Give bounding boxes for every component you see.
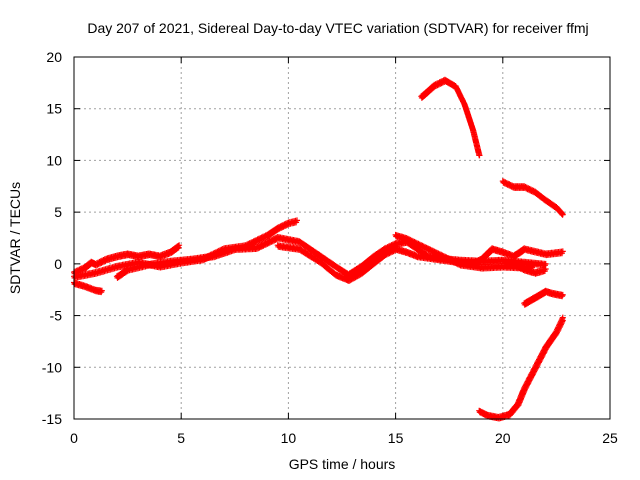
series-marks [499,178,566,218]
series-trace-k [476,314,566,422]
y-tick-labels: -15 -10 -5 0 5 10 15 20 [42,49,62,427]
y-tick-label: 10 [46,152,62,168]
series-marks [418,76,483,159]
series-trace-i [501,258,549,277]
plot-frame [73,56,611,420]
data-series [71,76,566,422]
series-trace-h [499,178,566,218]
x-tick-label: 15 [388,430,404,446]
series-trace-j [521,287,566,308]
y-tick-label: -15 [42,411,62,427]
series-marks [501,258,549,277]
y-tick-label: 0 [54,256,62,272]
y-tick-label: -5 [50,308,63,324]
series-marks [476,314,566,422]
series-marks [71,279,105,296]
axis-ticks [73,56,611,420]
x-tick-label: 25 [602,430,618,446]
x-tick-labels: 0 5 10 15 20 25 [70,430,618,446]
y-tick-label: -10 [42,359,62,375]
series-trace-a [71,279,105,296]
y-tick-label: 20 [46,49,62,65]
series-trace-g [418,76,483,159]
y-tick-label: 5 [54,204,62,220]
x-tick-label: 10 [281,430,297,446]
x-tick-label: 5 [177,430,185,446]
x-tick-label: 0 [70,430,78,446]
grid-lines [74,57,610,419]
series-marks [71,217,300,281]
chart-title: Day 207 of 2021, Sidereal Day-to-day VTE… [87,20,588,36]
x-tick-label: 20 [495,430,511,446]
x-axis-label: GPS time / hours [289,456,396,472]
y-axis-label: SDTVAR / TECUs [7,182,23,294]
series-trace-c [71,217,300,281]
y-tick-label: 15 [46,101,62,117]
series-marks [521,287,566,308]
